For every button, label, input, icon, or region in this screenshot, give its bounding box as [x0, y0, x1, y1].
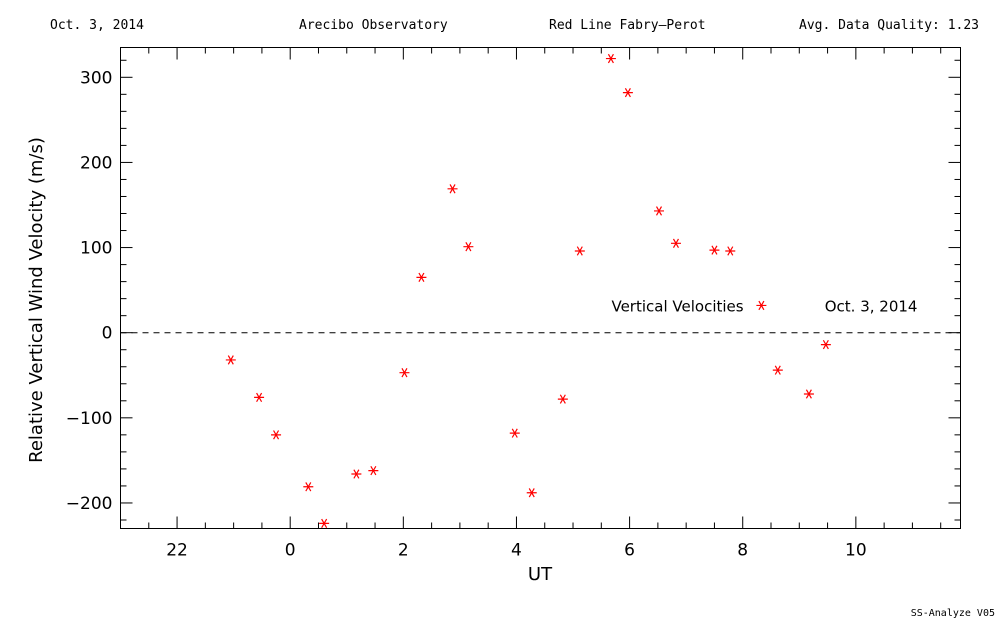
data-point [271, 430, 282, 440]
data-point [526, 488, 537, 498]
y-axis-label: Relative Vertical Wind Velocity (m/s) [26, 137, 47, 463]
x-tick-label: 4 [511, 541, 522, 561]
data-point [709, 245, 720, 255]
plot-frame [120, 47, 961, 529]
x-tick-label: 22 [166, 541, 188, 561]
x-minor-ticks [120, 47, 942, 529]
x-tick-label: 10 [845, 541, 867, 561]
y-axis-ticks: −200 −100 0 100 200 300 [66, 68, 961, 514]
data-point [351, 469, 362, 479]
data-point [622, 87, 633, 98]
header-observatory: Arecibo Observatory [299, 18, 448, 33]
data-point [670, 238, 681, 248]
x-tick-label: 2 [398, 541, 409, 561]
y-tick-label: −100 [66, 409, 113, 429]
chart-annotations: Vertical Velocities Oct. 3, 2014 [611, 297, 917, 315]
data-point [254, 392, 265, 403]
data-point [557, 394, 568, 404]
data-point [654, 206, 665, 216]
data-point [416, 272, 427, 283]
data-point [803, 389, 814, 399]
data-point [820, 339, 831, 350]
data-point [399, 368, 410, 378]
x-axis-ticks: 22 0 2 4 6 8 10 [166, 47, 867, 561]
data-point [756, 300, 767, 311]
data-point [605, 53, 616, 64]
data-point [725, 246, 736, 256]
x-tick-label: 0 [285, 541, 296, 561]
chart-annotation: Oct. 3, 2014 [825, 297, 918, 315]
data-point [574, 246, 585, 256]
x-tick-label: 6 [624, 541, 635, 561]
header-date: Oct. 3, 2014 [50, 18, 144, 33]
data-point [303, 482, 314, 492]
data-point [368, 465, 379, 476]
y-tick-label: 0 [102, 324, 113, 344]
x-tick-label: 8 [737, 541, 748, 561]
data-point [772, 365, 783, 375]
software-version: SS-Analyze V05 [910, 608, 995, 619]
data-point [463, 242, 474, 252]
y-tick-label: 300 [80, 68, 112, 88]
y-tick-label: 100 [80, 239, 112, 259]
data-point [225, 355, 236, 365]
header-instrument: Red Line Fabry–Perot [549, 18, 706, 33]
data-point [509, 428, 520, 438]
data-point [447, 184, 458, 194]
data-point [319, 518, 330, 529]
y-minor-ticks [120, 59, 961, 521]
y-tick-label: 200 [80, 153, 112, 173]
y-tick-label: −200 [66, 494, 113, 514]
x-axis-label: UT [528, 564, 553, 585]
chart-annotation: Vertical Velocities [611, 297, 743, 315]
header-data-quality: Avg. Data Quality: 1.23 [799, 18, 980, 33]
data-points [225, 53, 831, 529]
